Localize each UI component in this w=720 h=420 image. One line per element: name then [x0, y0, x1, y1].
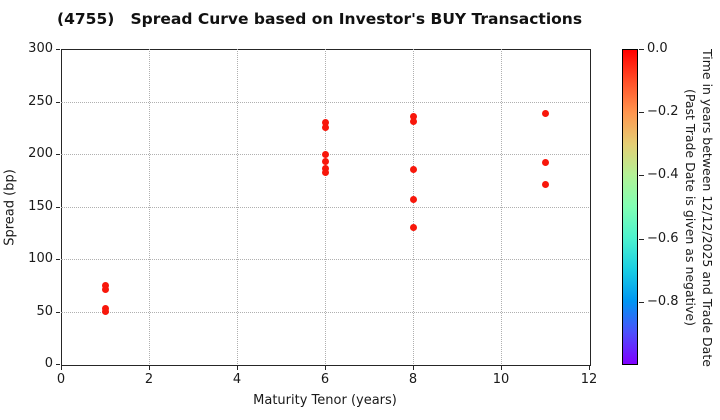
y-tick-mark [56, 259, 60, 260]
x-tick-mark [501, 366, 502, 370]
data-point [321, 119, 329, 126]
colorbar-tick-mark [639, 238, 644, 240]
colorbar-tick-mark [639, 175, 644, 177]
colorbar-gradient [622, 49, 638, 365]
x-tick-mark [149, 366, 150, 370]
data-point [409, 112, 417, 120]
colorbar-tick-mark [639, 301, 644, 303]
y-tick-mark [56, 49, 60, 50]
x-tick-label: 10 [492, 372, 510, 387]
colorbar-tick-label: −0.6 [647, 230, 679, 246]
y-gridline [61, 101, 589, 103]
y-tick-label: 250 [28, 93, 53, 109]
y-tick-label: 150 [28, 198, 53, 214]
data-point [541, 109, 549, 117]
x-tick-mark [237, 366, 238, 370]
y-gridline [61, 311, 589, 313]
y-tick-mark [56, 154, 60, 155]
plot-area [61, 49, 591, 366]
colorbar-tick-label: 0.0 [647, 41, 668, 56]
colorbar-tick-label: −0.8 [647, 293, 679, 309]
y-tick-label: 200 [28, 146, 53, 161]
x-tick-label: 8 [408, 372, 418, 387]
y-gridline [61, 206, 589, 208]
y-tick-label: 0 [44, 356, 53, 371]
colorbar-tick-mark [639, 112, 644, 114]
y-tick-mark [56, 311, 60, 313]
data-point [321, 157, 329, 165]
y-tick-mark [56, 364, 60, 365]
data-point [321, 165, 329, 173]
colorbar-tick-mark [639, 49, 644, 50]
data-point [409, 224, 417, 231]
y-tick-mark [56, 206, 60, 208]
data-point [321, 150, 329, 158]
x-tick-label: 2 [144, 372, 154, 387]
x-tick-label: 4 [232, 372, 242, 387]
colorbar-label-line1: Time in years between 12/12/2025 and Tra… [700, 49, 715, 367]
chart-title: (4755) Spread Curve based on Investor's … [57, 10, 583, 28]
y-tick-label: 50 [36, 303, 53, 319]
data-point [101, 281, 109, 289]
data-point [321, 169, 329, 177]
colorbar-label-line2: (Past Trade Date is given as negative) [683, 88, 698, 326]
x-axis-label: Maturity Tenor (years) [253, 393, 397, 408]
data-point [409, 117, 417, 125]
x-tick-label: 6 [320, 372, 330, 387]
data-point [541, 158, 549, 166]
y-gridline [61, 259, 589, 260]
y-tick-label: 300 [28, 41, 53, 56]
y-tick-label: 100 [28, 251, 53, 266]
x-tick-mark [413, 366, 414, 370]
colorbar-label: Time in years between 12/12/2025 and Tra… [668, 49, 716, 367]
colorbar-tick-label: −0.2 [647, 104, 679, 120]
x-tick-mark [61, 366, 62, 370]
y-tick-mark [56, 101, 60, 103]
data-point [409, 166, 417, 174]
data-point [541, 180, 549, 188]
data-point [101, 285, 109, 293]
colorbar-tick-label: −0.4 [647, 167, 679, 183]
x-tick-mark [589, 366, 590, 370]
data-point [321, 124, 329, 132]
y-axis-label: Spread (bp) [2, 169, 18, 246]
x-tick-mark [325, 366, 326, 370]
x-tick-label: 0 [56, 372, 66, 387]
x-tick-label: 12 [580, 372, 598, 387]
data-point [101, 308, 109, 315]
data-point [409, 195, 417, 203]
